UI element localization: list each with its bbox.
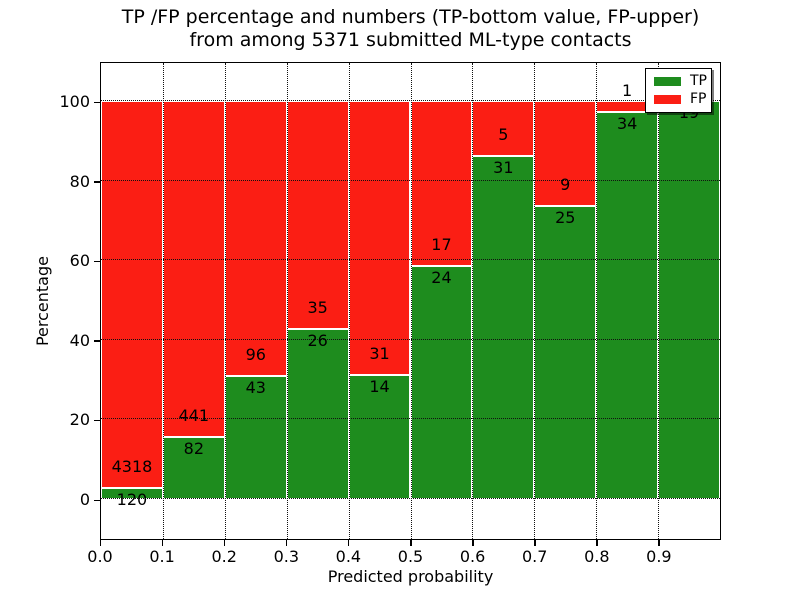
- gridline-vertical: [410, 63, 412, 539]
- chart-title: TP /FP percentage and numbers (TP-bottom…: [100, 6, 721, 52]
- tp-count-label: 31: [493, 158, 514, 178]
- gridline-horizontal: [101, 100, 720, 101]
- fp-count-label: 5: [498, 125, 509, 145]
- chart-title-line2: from among 5371 submitted ML-type contac…: [189, 29, 632, 51]
- tp-bar-segment: [596, 112, 659, 499]
- x-axis-tick: [410, 540, 412, 546]
- fp-count-label: 35: [307, 298, 328, 318]
- tp-count-label: 120: [116, 490, 148, 510]
- y-axis-tick: [94, 499, 100, 501]
- tp-swatch-icon: [654, 77, 681, 86]
- gridline-vertical: [224, 63, 226, 539]
- y-tick-label: 60: [69, 251, 90, 271]
- tp-bar-segment: [410, 266, 473, 499]
- legend-item-fp: FP: [654, 92, 711, 107]
- fp-swatch-icon: [654, 95, 681, 104]
- y-tick-label: 80: [69, 171, 90, 191]
- legend-label-tp: TP: [690, 73, 707, 89]
- x-axis-tick: [658, 540, 660, 546]
- gridline-horizontal: [101, 259, 720, 261]
- y-tick-label: 100: [59, 92, 90, 111]
- plot-area: 120431882441439626351431241731525934119 …: [100, 62, 721, 540]
- x-tick-label: 0.9: [646, 547, 672, 566]
- gridline-horizontal: [101, 179, 720, 181]
- x-axis-tick: [223, 540, 226, 546]
- tp-count-label: 24: [431, 268, 452, 288]
- y-axis-tick: [94, 101, 100, 103]
- y-axis-tick: [94, 340, 100, 342]
- tp-count-label: 26: [307, 331, 328, 351]
- chart-title-line1: TP /FP percentage and numbers (TP-bottom…: [121, 6, 700, 28]
- gridline-horizontal: [101, 418, 720, 420]
- x-axis-tick: [472, 540, 474, 546]
- tp-count-label: 82: [183, 438, 205, 458]
- tp-bar-segment: [658, 101, 720, 499]
- fp-bar-segment: [410, 101, 473, 267]
- gridline-vertical: [286, 63, 288, 539]
- fp-bar-segment: [534, 101, 597, 207]
- fp-bar-segment: [101, 101, 163, 489]
- fp-bar-segment: [162, 101, 225, 437]
- x-axis-tick: [161, 540, 164, 546]
- gridline-vertical: [472, 63, 474, 539]
- tp-count-label: 14: [369, 377, 390, 397]
- x-tick-label: 0.3: [273, 547, 300, 566]
- gridline-vertical: [348, 63, 350, 539]
- legend: TP FP: [645, 68, 712, 113]
- fp-count-label: 17: [431, 235, 452, 255]
- legend-label-fp: FP: [690, 91, 707, 107]
- tp-bar-segment: [286, 329, 349, 499]
- x-tick-label: 0.6: [459, 547, 486, 566]
- fp-bar-segment: [348, 101, 411, 376]
- y-axis-tick: [94, 260, 100, 263]
- x-tick-label: 0.8: [584, 547, 610, 566]
- tp-bar-segment: [534, 206, 597, 499]
- fp-count-label: 31: [369, 344, 390, 364]
- fp-count-label: 1: [622, 81, 633, 101]
- legend-item-tp: TP: [654, 74, 711, 89]
- tp-count-label: 25: [555, 208, 576, 228]
- x-axis-tick: [99, 540, 101, 546]
- tp-bar-segment: [472, 156, 535, 499]
- gridline-horizontal: [101, 338, 720, 340]
- tp-count-label: 43: [245, 377, 266, 397]
- x-tick-label: 0.1: [149, 547, 175, 566]
- fp-count-label: 4318: [111, 457, 153, 477]
- x-axis-label: Predicted probability: [327, 567, 494, 586]
- fp-count-label: 9: [560, 175, 571, 195]
- x-tick-label: 0.2: [211, 547, 237, 566]
- x-axis-tick: [534, 540, 536, 546]
- gridline-vertical: [658, 63, 660, 539]
- fp-bar-segment: [224, 101, 287, 376]
- gridline-vertical: [596, 63, 598, 539]
- tp-bar-segment: [348, 375, 411, 499]
- gridline-horizontal: [101, 498, 720, 499]
- x-tick-label: 0.0: [87, 547, 113, 566]
- fp-count-label: 441: [178, 405, 210, 425]
- y-tick-label: 20: [69, 410, 90, 430]
- y-tick-label: 0: [79, 490, 90, 509]
- x-axis-tick: [347, 540, 350, 546]
- x-tick-label: 0.5: [397, 547, 424, 566]
- gridline-vertical: [162, 63, 164, 539]
- tp-count-label: 34: [616, 114, 638, 134]
- y-axis-tick: [94, 419, 100, 422]
- plot-canvas: 120431882441439626351431241731525934119: [101, 63, 720, 539]
- fp-bar-segment: [286, 101, 349, 330]
- y-axis-label-wrap: Percentage: [30, 62, 54, 540]
- x-tick-label: 0.4: [335, 547, 362, 566]
- x-axis-tick: [285, 540, 288, 546]
- y-axis-tick: [94, 181, 100, 183]
- y-tick-label: 40: [69, 330, 90, 350]
- x-axis-tick: [596, 540, 598, 546]
- x-tick-label: 0.7: [521, 547, 548, 566]
- fp-count-label: 96: [245, 344, 266, 364]
- gridline-vertical: [534, 63, 536, 539]
